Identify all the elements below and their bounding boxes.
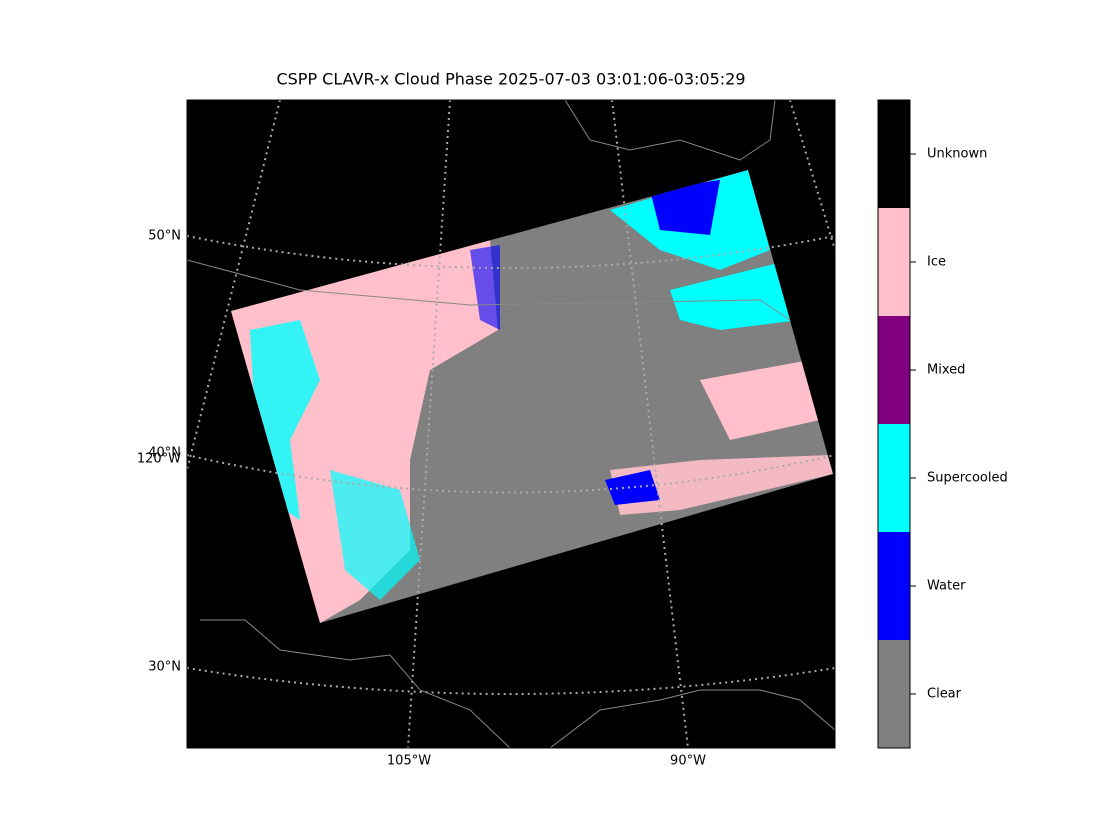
lat-label: 30°N xyxy=(148,660,181,675)
lat-label: 50°N xyxy=(148,229,181,244)
colorbar-segment xyxy=(878,640,910,748)
colorbar-label: Unknown xyxy=(927,147,987,162)
colorbar-label: Clear xyxy=(927,687,962,702)
colorbar-segment xyxy=(878,532,910,640)
map-title: CSPP CLAVR-x Cloud Phase 2025-07-03 03:0… xyxy=(276,70,745,89)
colorbar-segment xyxy=(878,316,910,424)
cloud-field xyxy=(231,170,833,623)
colorbar-segment xyxy=(878,208,910,316)
lon-label: 90°W xyxy=(670,754,706,769)
map xyxy=(187,100,835,748)
colorbar-label: Water xyxy=(927,579,966,594)
colorbar-segment xyxy=(878,424,910,532)
colorbar-label: Mixed xyxy=(927,363,965,378)
lat-label: 40°N xyxy=(148,446,181,461)
lon-label: 105°W xyxy=(387,754,431,769)
colorbar-label: Ice xyxy=(927,255,946,270)
colorbar-frame xyxy=(877,99,911,749)
colorbar: Clear Water Supercooled Mixed Ice Unknown xyxy=(877,99,1008,749)
colorbar-label: Supercooled xyxy=(927,471,1008,486)
lon-label: 120°W xyxy=(137,452,181,467)
colorbar-segment xyxy=(878,100,910,208)
map-frame xyxy=(186,99,836,749)
